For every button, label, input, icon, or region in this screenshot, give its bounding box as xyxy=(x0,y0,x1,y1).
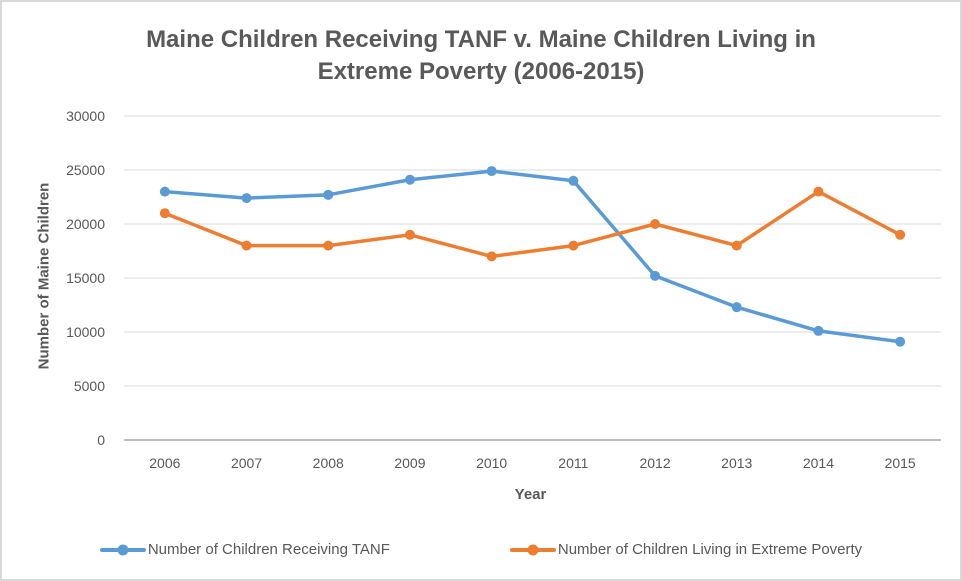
poverty-data-point-marker xyxy=(323,240,334,251)
x-tick-label: 2009 xyxy=(394,455,426,471)
legend-item-tanf: Number of Children Receiving TANF xyxy=(99,541,390,558)
x-tick-label: 2015 xyxy=(884,455,916,471)
chart-title: Maine Children Receiving TANF v. Maine C… xyxy=(2,24,960,88)
tanf-data-point-marker xyxy=(895,336,906,347)
poverty-data-point-marker xyxy=(731,240,742,251)
poverty-data-point-marker xyxy=(895,229,906,240)
poverty-data-point-marker xyxy=(404,229,415,240)
tanf-data-point-marker xyxy=(323,189,334,200)
y-tick-label: 25000 xyxy=(66,162,105,178)
poverty-line-marker-icon xyxy=(509,544,556,555)
legend-item-extreme-poverty: Number of Children Living in Extreme Pov… xyxy=(509,541,863,558)
tanf-data-point-marker xyxy=(650,270,661,281)
y-tick-label: 10000 xyxy=(66,324,105,340)
x-tick-label: 2007 xyxy=(230,455,263,471)
x-tick-label: 2010 xyxy=(476,455,508,471)
y-tick-label: 20000 xyxy=(66,216,105,232)
chart-title-line-2: Extreme Poverty (2006-2015) xyxy=(317,58,645,85)
x-axis-title: Year xyxy=(514,486,547,503)
tanf-data-point-marker xyxy=(159,186,170,197)
x-tick-label: 2013 xyxy=(721,455,753,471)
legend: Number of Children Receiving TANF Number… xyxy=(2,541,960,558)
poverty-data-point-marker xyxy=(486,251,497,262)
x-tick-label: 2008 xyxy=(312,455,344,471)
poverty-data-point-marker xyxy=(159,208,170,219)
y-tick-label: 0 xyxy=(97,432,105,448)
poverty-data-point-marker xyxy=(650,219,661,229)
tanf-data-point-marker xyxy=(568,175,579,186)
tanf-series-line xyxy=(163,169,902,344)
tanf-data-point-marker xyxy=(813,325,824,336)
tanf-data-point-marker xyxy=(404,174,415,185)
tanf-data-point-marker xyxy=(241,193,252,204)
x-tick-label: 2014 xyxy=(802,455,835,471)
chart-title-line-1: Maine Children Receiving TANF v. Maine C… xyxy=(146,26,816,53)
poverty-data-point-marker xyxy=(568,240,579,251)
poverty-series-line xyxy=(163,189,902,259)
legend-label-extreme-poverty: Number of Children Living in Extreme Pov… xyxy=(557,541,863,558)
tanf-line-marker-icon xyxy=(99,544,146,555)
y-tick-label: 5000 xyxy=(73,378,105,394)
tanf-data-point-marker xyxy=(731,302,742,313)
x-tick-label: 2012 xyxy=(639,455,671,471)
poverty-data-point-marker xyxy=(813,186,824,197)
tanf-data-point-marker xyxy=(486,166,497,177)
poverty-data-point-marker xyxy=(241,240,252,251)
y-tick-label: 30000 xyxy=(66,108,105,124)
x-tick-label: 2011 xyxy=(558,455,589,471)
y-tick-label: 15000 xyxy=(66,270,105,286)
x-tick-label: 2006 xyxy=(149,455,181,471)
legend-label-tanf: Number of Children Receiving TANF xyxy=(147,541,390,558)
